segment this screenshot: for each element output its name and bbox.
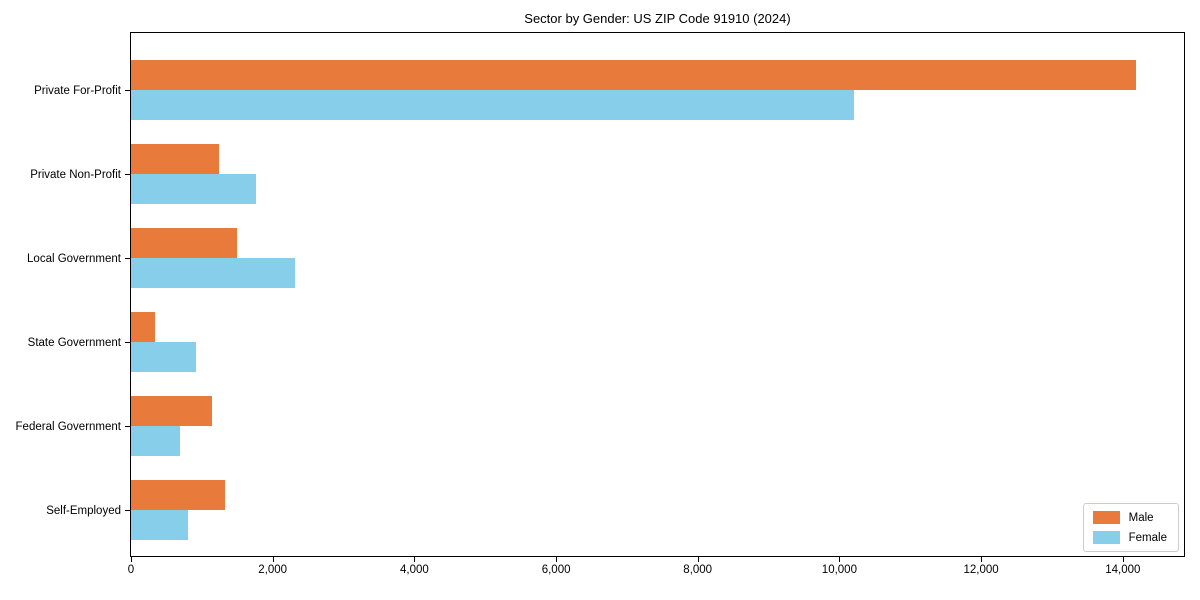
x-tick-label-8-000: 8,000 (683, 564, 713, 576)
y-tick (125, 258, 130, 259)
bar-female-private-non-profit (131, 174, 256, 204)
y-tick (125, 342, 130, 343)
bar-female-self-employed (131, 510, 189, 540)
bar-male-state-government (131, 312, 156, 342)
x-tick (839, 557, 841, 562)
bar-female-state-government (131, 342, 197, 372)
y-tick (125, 510, 130, 511)
bar-female-federal-government (131, 426, 180, 456)
bar-female-local-government (131, 258, 295, 288)
plot-area: Private For-Profit Private Non-Profit Loca… (16, 32, 1185, 576)
x-tick (697, 557, 699, 562)
x-tick (131, 557, 132, 562)
bar-male-private-non-profit (131, 144, 219, 174)
y-tick-label-federal-government: Federal Government (15, 421, 121, 433)
x-tick-label-4-000: 4,000 (400, 564, 429, 576)
x-tick (1122, 557, 1124, 562)
y-tick-label-local-government: Local Government (27, 253, 121, 265)
y-tick-label-self-employed: Self-Employed (46, 505, 121, 517)
legend-item-male: Male (1092, 511, 1167, 524)
legend-item-female: Female (1092, 531, 1167, 544)
legend: Male Female (1082, 503, 1179, 552)
y-tick (125, 174, 130, 175)
legend-label-male: Male (1128, 511, 1154, 524)
x-tick-label-10-000: 10,000 (821, 564, 857, 576)
y-tick-label-private-non-profit: Private Non-Profit (30, 169, 121, 181)
y-tick (125, 90, 130, 91)
y-tick (125, 426, 130, 427)
male-swatch (1092, 511, 1120, 524)
x-tick (981, 557, 983, 562)
bar-male-federal-government (131, 396, 212, 426)
female-swatch (1092, 531, 1120, 544)
bar-male-private-for-profit (131, 60, 1136, 90)
x-tick-label-12-000: 12,000 (963, 564, 999, 576)
x-tick (272, 557, 274, 562)
bar-male-local-government (131, 228, 238, 258)
x-tick-label-0: 0 (127, 564, 135, 576)
x-tick (556, 557, 558, 562)
bar-female-private-for-profit (131, 90, 854, 120)
x-tick-label-2-000: 2,000 (258, 564, 288, 576)
chart-title: Sector by Gender: US ZIP Code 91910 (202… (524, 11, 791, 26)
x-tick (414, 557, 416, 562)
bar-male-self-employed (131, 480, 226, 510)
y-tick-label-state-government: State Government (27, 337, 121, 349)
y-tick-label-private-for-profit: Private For-Profit (34, 85, 121, 97)
x-tick-label-14-000: 14,000 (1105, 564, 1141, 576)
legend-label-female: Female (1128, 531, 1167, 544)
x-tick-label-6-000: 6,000 (541, 564, 571, 576)
